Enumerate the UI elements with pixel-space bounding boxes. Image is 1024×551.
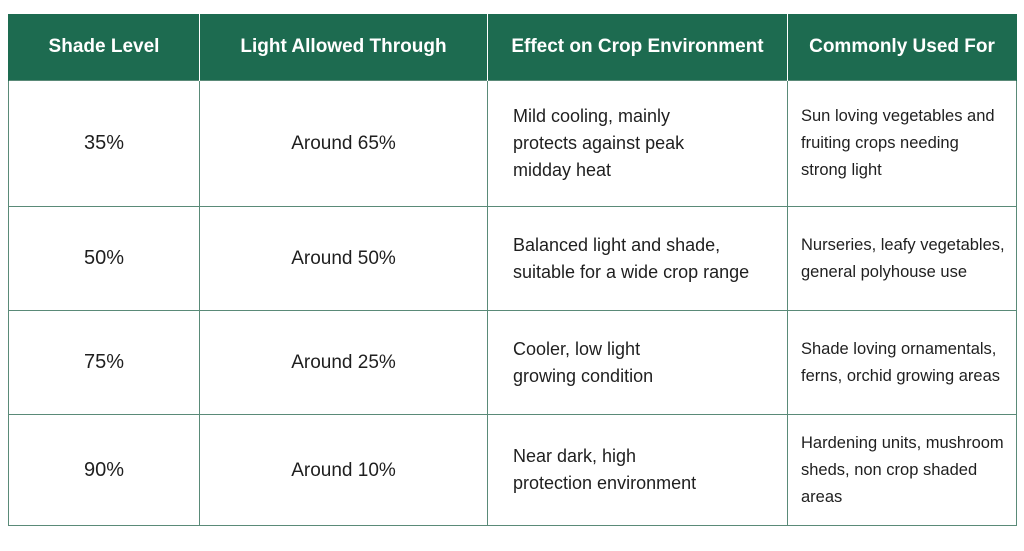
effect-line: Near dark, high <box>513 446 637 466</box>
table-row: 35% Around 65% Mild cooling, mainly prot… <box>8 80 1017 207</box>
table-row: 90% Around 10% Near dark, high protectio… <box>8 414 1017 526</box>
use-line: ferns, orchid growing areas <box>801 366 1001 385</box>
use-line: fruiting crops needing <box>801 134 959 152</box>
effect-line: Cooler, low light <box>513 338 641 359</box>
use-cell: Shade loving ornamentals, ferns, orchid … <box>787 310 1017 415</box>
header-effect: Effect on Crop Environment <box>487 14 788 81</box>
use-line: Nurseries, leafy vegetables, <box>801 235 1005 254</box>
header-shade-level: Shade Level <box>8 14 200 81</box>
light-cell: Around 65% <box>199 80 488 207</box>
light-cell: Around 10% <box>199 414 488 526</box>
header-used-for: Commonly Used For <box>787 14 1017 81</box>
effect-cell: Balanced light and shade, suitable for a… <box>487 206 788 311</box>
shade-level-cell: 35% <box>8 80 200 207</box>
effect-line: Balanced light and shade, <box>513 234 721 255</box>
table-row: 75% Around 25% Cooler, low light growing… <box>8 310 1017 415</box>
effect-line: protection environment <box>513 473 697 493</box>
header-row: Shade Level Light Allowed Through Effect… <box>8 14 1017 81</box>
effect-line: Mild cooling, mainly <box>513 106 671 126</box>
use-cell: Hardening units, mushroom sheds, non cro… <box>787 414 1017 526</box>
effect-cell: Cooler, low light growing condition <box>487 310 788 415</box>
light-cell: Around 50% <box>199 206 488 311</box>
use-line: sheds, non crop shaded areas <box>801 460 978 506</box>
light-cell: Around 25% <box>199 310 488 415</box>
shade-level-cell: 90% <box>8 414 200 526</box>
effect-line: suitable for a wide crop range <box>513 261 750 282</box>
shade-net-table: Shade Level Light Allowed Through Effect… <box>8 14 1017 526</box>
use-line: Shade loving ornamentals, <box>801 339 997 358</box>
use-line: strong light <box>801 161 882 179</box>
shade-level-cell: 50% <box>8 206 200 311</box>
table-row: 50% Around 50% Balanced light and shade,… <box>8 206 1017 311</box>
effect-cell: Near dark, high protection environment <box>487 414 788 526</box>
use-line: Sun loving vegetables and <box>801 107 995 125</box>
effect-line: midday heat <box>513 160 612 180</box>
use-cell: Sun loving vegetables and fruiting crops… <box>787 80 1017 207</box>
shade-level-cell: 75% <box>8 310 200 415</box>
use-line: Hardening units, mushroom <box>801 433 1004 452</box>
effect-line: growing condition <box>513 365 654 386</box>
effect-line: protects against peak <box>513 133 685 153</box>
header-light-allowed: Light Allowed Through <box>199 14 488 81</box>
use-line: general polyhouse use <box>801 262 968 281</box>
use-cell: Nurseries, leafy vegetables, general pol… <box>787 206 1017 311</box>
effect-cell: Mild cooling, mainly protects against pe… <box>487 80 788 207</box>
